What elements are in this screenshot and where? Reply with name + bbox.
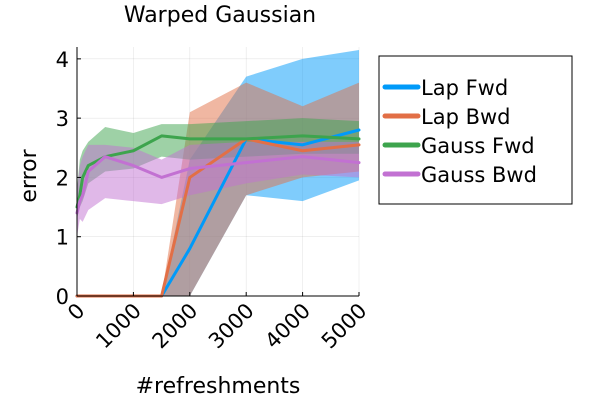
x-tick-label: 4000 — [260, 299, 315, 354]
y-tick-label: 4 — [56, 48, 69, 72]
lap-fwd-legend-label: Lap Fwd — [421, 76, 508, 100]
y-axis-ticks: 0 1 2 3 4 — [56, 48, 81, 309]
x-tick-label: 3000 — [204, 299, 259, 354]
gauss-fwd-legend-label: Gauss Fwd — [421, 134, 535, 158]
x-tick-label: 2000 — [148, 299, 203, 354]
y-tick-label: 0 — [56, 285, 69, 309]
x-tick-label: 1000 — [91, 299, 146, 354]
legend: Lap Fwd Lap Bwd Gauss Fwd Gauss Bwd — [378, 55, 573, 205]
gauss-fwd-line — [75, 134, 361, 209]
gauss-bwd-line — [75, 155, 361, 215]
y-tick-label: 1 — [56, 226, 69, 250]
gauss-bwd-band — [77, 141, 359, 237]
y-tick-label: 3 — [56, 107, 69, 131]
confidence-bands — [77, 49, 359, 296]
chart-title: Warped Gaussian — [124, 3, 316, 28]
x-axis-label: #refreshments — [136, 374, 301, 399]
y-tick-label: 2 — [56, 166, 69, 190]
y-axis-label: error — [17, 148, 42, 202]
gauss-bwd-legend-label: Gauss Bwd — [421, 163, 537, 187]
plot-frame — [76, 47, 359, 297]
lap-bwd-legend-label: Lap Bwd — [421, 105, 511, 129]
x-axis-ticks: 0 1000 2000 3000 4000 5000 — [63, 292, 372, 354]
x-tick-label: 5000 — [317, 299, 372, 354]
legend-box — [378, 55, 573, 205]
